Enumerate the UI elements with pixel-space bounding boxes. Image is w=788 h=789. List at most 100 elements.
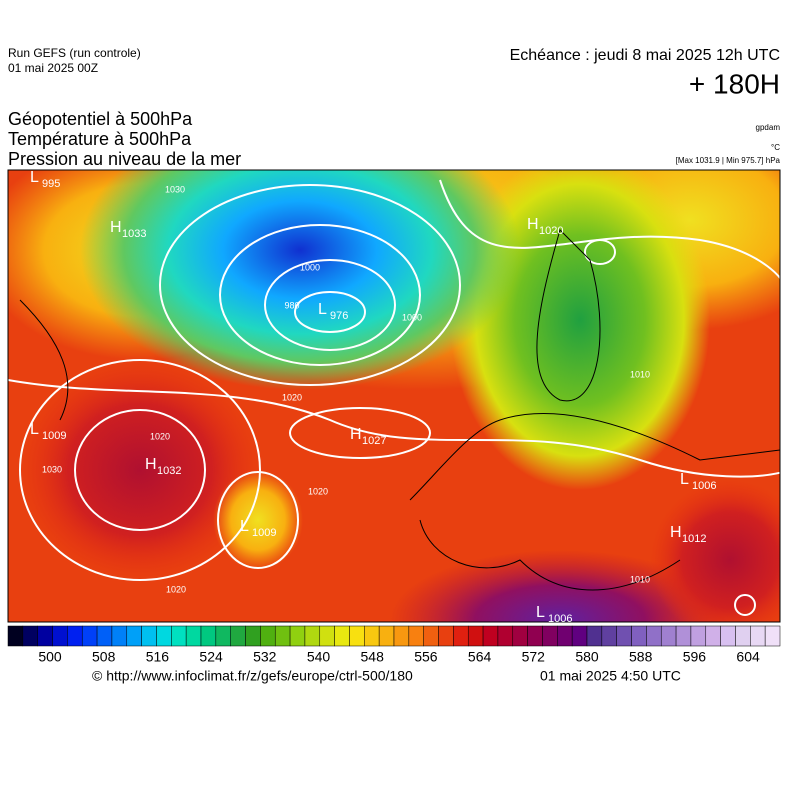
unit: [Max 1031.9 | Min 975.7] hPa [676,156,781,165]
scale-swatch [467,625,484,647]
isobar-label: 1030 [42,464,62,474]
layer: Pression au niveau de la mer [8,149,241,169]
scale-swatch [245,625,261,647]
scale-swatch [438,625,454,647]
center-letter: H [527,216,539,233]
center-letter: L [30,421,39,438]
center-value: 1027 [362,435,386,447]
scale-swatch [423,625,439,647]
isobar-label: 1010 [630,574,650,584]
scale-swatch [81,625,98,647]
scale-swatch [126,625,142,647]
isobar-label: 1030 [165,184,185,194]
center-letter: L [680,471,689,488]
scale-swatch [393,625,410,647]
scale-label: 524 [199,649,223,665]
scale-swatch [274,625,291,647]
center-letter: L [30,169,39,186]
scale-label: 516 [146,649,170,665]
scale-label: 548 [361,649,385,665]
scale-swatch [200,625,217,647]
scale-swatch [512,625,528,647]
scale-swatch [185,625,202,647]
scale-swatch [750,625,766,647]
center-value: 1012 [682,533,706,545]
scale-swatch [156,625,172,647]
unit: gpdam [756,123,781,132]
map [8,170,780,622]
scale-swatch [22,625,38,647]
center-value: 1006 [692,480,716,492]
scale-swatch [319,625,335,647]
scale-swatch [52,625,68,647]
center-value: 976 [330,310,348,322]
scale-label: 500 [38,649,62,665]
scale-label: 564 [468,649,492,665]
scale-swatch [378,625,395,647]
isobar-label: 1000 [300,262,320,272]
scale-swatch [67,625,83,647]
isobar-label: 1020 [150,431,170,441]
center-value: 1006 [548,613,572,625]
scale-swatch [453,625,469,647]
scale-swatch [111,625,128,647]
scale-swatch [586,625,603,647]
scale-swatch [408,625,424,647]
scale-label: 596 [683,649,707,665]
scale-label: 556 [414,649,438,665]
center-value: 1009 [252,527,276,539]
scale-swatch [735,625,751,647]
scale-swatch [542,625,558,647]
scale-swatch [764,625,781,647]
scale-swatch [482,625,499,647]
scale-swatch [690,625,707,647]
scale-swatch [705,625,721,647]
center-letter: H [110,219,122,236]
center-letter: H [670,524,682,541]
scale-swatch [497,625,514,647]
scale-label: 572 [522,649,546,665]
scale-swatch [304,625,321,647]
isobar-label: 1010 [630,369,650,379]
scale-swatch [601,625,617,647]
center-value: 1032 [157,465,181,477]
scale-label: 540 [307,649,331,665]
scale-swatch [334,625,350,647]
echeance: Echéance : jeudi 8 mai 2025 12h UTC [510,47,780,64]
layer: Géopotentiel à 500hPa [8,109,193,129]
center-value: 995 [42,178,60,190]
scale-swatch [37,625,53,647]
scale-swatch [230,625,246,647]
run-date: 01 mai 2025 00Z [8,61,98,75]
scale-swatch [527,625,543,647]
scale-swatch [96,625,113,647]
center-letter: L [318,301,327,318]
scale-swatch [571,625,588,647]
scale-swatch [260,625,276,647]
scale-label: 532 [253,649,277,665]
center-letter: L [536,604,545,621]
generated: 01 mai 2025 4:50 UTC [540,668,681,684]
center-letter: H [350,426,362,443]
scale-label: 588 [629,649,653,665]
scale-swatch [141,625,157,647]
scale-swatch [7,625,24,647]
scale-swatch [646,625,662,647]
center-letter: H [145,456,157,473]
source: © http://www.infoclimat.fr/z/gefs/europe… [92,668,413,684]
scale-swatch [616,625,632,647]
center-value: 1020 [539,225,563,237]
scale-swatch [720,625,736,647]
scale-swatch [289,625,306,647]
scale-swatch [349,625,365,647]
scale-label: 604 [736,649,760,665]
run: Run GEFS (run controle) [8,46,141,60]
scale-swatch [557,625,573,647]
scale-swatch [364,625,380,647]
layer: Température à 500hPa [8,129,192,149]
isobar-label: 1020 [166,584,186,594]
scale-swatch [215,625,231,647]
isobar-label: 1020 [282,392,302,402]
